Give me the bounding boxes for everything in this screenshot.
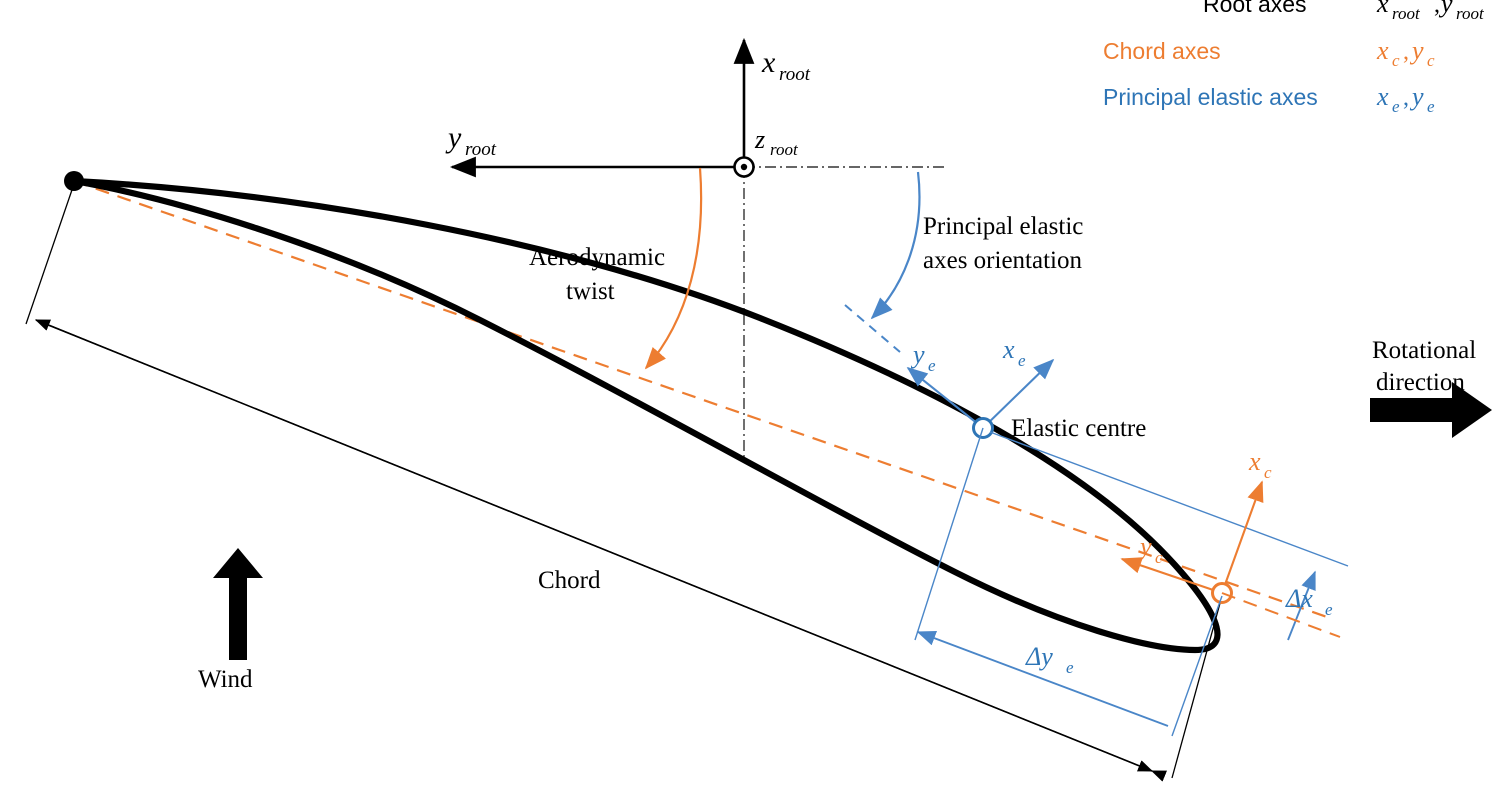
legend-label-elastic-axes: Principal elastic axes: [1103, 84, 1318, 110]
rotational-direction-line2: direction: [1376, 369, 1465, 396]
wind-label: Wind: [198, 666, 253, 693]
elastic-orientation-arrow: [844, 171, 921, 353]
elastic-centre-vertical-extension: [914, 427, 984, 641]
legend-sym-elastic-x: x: [1376, 82, 1389, 111]
aerodynamic-twist-arrow: [644, 167, 703, 370]
delta-x-dimension: [1221, 570, 1341, 641]
y-c-label: y c: [1137, 532, 1163, 567]
y-e-label-sub: e: [928, 356, 936, 375]
z-root-label-main: z: [754, 125, 765, 154]
delta-y-dimension-arrow: [916, 631, 1169, 727]
rotational-direction-arrow: [1370, 382, 1492, 438]
legend-sym-elastic-x-sub: e: [1392, 97, 1400, 116]
delta-x-label: Δx e: [1285, 584, 1333, 619]
legend-sym-elastic-y-sub: e: [1427, 97, 1435, 116]
y-c-axis-arrow: [1120, 557, 1223, 594]
y-root-label: y root: [445, 121, 497, 160]
x-e-label-sub: e: [1018, 351, 1026, 370]
delta-y-label-sub: e: [1066, 658, 1074, 677]
chord-extension-line-left: [25, 183, 75, 325]
x-e-axis-arrow: [982, 358, 1055, 429]
delta-y-label-main: Δy: [1025, 642, 1053, 671]
z-root-label-sub: root: [770, 140, 799, 159]
x-root-label: x root: [761, 46, 811, 85]
y-root-label-sub: root: [465, 139, 497, 160]
aerodynamic-twist-label: Aerodynamic twist: [529, 244, 665, 305]
elastic-centre-lateral-extension: [989, 431, 1349, 567]
elastic-axes-group: [906, 358, 1349, 641]
wind-arrow-shape: [213, 548, 263, 660]
legend-label-chord-axes: Chord axes: [1103, 38, 1221, 64]
y-c-label-sub: c: [1155, 548, 1163, 567]
leading-edge-point: [64, 171, 84, 191]
chord-dimension-arrow-right: [35, 319, 1154, 772]
y-c-label-main: y: [1137, 532, 1152, 561]
elastic-orientation-curve: [870, 171, 921, 320]
rotational-direction-label: Rotational direction: [1372, 337, 1476, 396]
delta-x-label-main: Δx: [1285, 584, 1313, 613]
x-root-label-main: x: [761, 46, 776, 79]
legend-row-chord-axes: Chord axes x c , y c: [1103, 36, 1435, 70]
elastic-orientation-line2: axes orientation: [923, 247, 1082, 274]
delta-y-label: Δy e: [1025, 642, 1074, 677]
legend-row-root-axes: Root axes x root , y root: [1203, 0, 1485, 23]
x-c-label-main: x: [1248, 447, 1261, 476]
legend-row-elastic-axes: Principal elastic axes x e , y e: [1103, 82, 1435, 116]
legend-sym-root-comma: ,: [1434, 0, 1440, 18]
delta-y-right-extension: [1171, 595, 1223, 737]
legend-sym-chord-x-sub: c: [1392, 51, 1400, 70]
y-e-axis-arrow: [906, 366, 984, 429]
root-axes-group: [449, 37, 945, 462]
chord-label: Chord: [538, 567, 601, 594]
legend-sym-root-y: y: [1438, 0, 1453, 18]
delta-x-chord-extension: [1221, 592, 1341, 638]
x-c-label-sub: c: [1264, 463, 1272, 482]
legend-sym-chord-y: y: [1409, 36, 1424, 65]
y-e-label: y e: [910, 340, 936, 375]
elastic-orientation-dashed-ref: [844, 304, 901, 353]
aerodynamic-twist-line1: Aerodynamic: [529, 244, 665, 271]
legend-sym-elastic-comma: ,: [1403, 85, 1409, 111]
chord-axis-line-group: [73, 179, 1331, 620]
y-e-label-main: y: [910, 340, 925, 369]
x-e-label-main: x: [1002, 335, 1015, 364]
elastic-centre-label: Elastic centre: [1011, 415, 1146, 442]
x-root-label-sub: root: [779, 64, 811, 85]
rotational-direction-line1: Rotational: [1372, 337, 1476, 364]
legend-sym-chord-comma: ,: [1403, 39, 1409, 65]
z-root-label: z root: [754, 125, 799, 159]
legend-sym-chord-y-sub: c: [1427, 51, 1435, 70]
z-root-symbol-dot: [740, 163, 748, 171]
legend-sym-root-x-sub: root: [1392, 4, 1421, 23]
rotational-direction-arrow-shape: [1370, 382, 1492, 438]
delta-y-dimension: [916, 595, 1223, 737]
delta-x-dimension-arrow: [1287, 570, 1316, 641]
delta-x-label-sub: e: [1325, 600, 1333, 619]
legend-sym-root-x: x: [1376, 0, 1389, 18]
wind-arrow: [213, 548, 263, 660]
aerodynamic-twist-curve: [644, 167, 703, 370]
legend: Root axes x root , y root Chord axes x c…: [1103, 0, 1485, 116]
airfoil-outline: [64, 171, 1221, 654]
legend-sym-root-y-sub: root: [1456, 4, 1485, 23]
airfoil-profile-path: [70, 177, 1221, 654]
legend-label-root-axes: Root axes: [1203, 0, 1307, 17]
x-e-label: x e: [1002, 335, 1026, 370]
y-root-label-main: y: [445, 121, 462, 154]
elastic-orientation-label: Principal elastic axes orientation: [923, 213, 1083, 274]
chord-dashed-centerline: [73, 179, 1331, 620]
elastic-orientation-line1: Principal elastic: [923, 213, 1083, 240]
x-c-axis-arrow: [1221, 480, 1264, 594]
legend-sym-elastic-y: y: [1409, 82, 1424, 111]
legend-sym-chord-x: x: [1376, 36, 1389, 65]
x-c-label: x c: [1248, 447, 1272, 482]
aerodynamic-twist-line2: twist: [566, 278, 615, 305]
